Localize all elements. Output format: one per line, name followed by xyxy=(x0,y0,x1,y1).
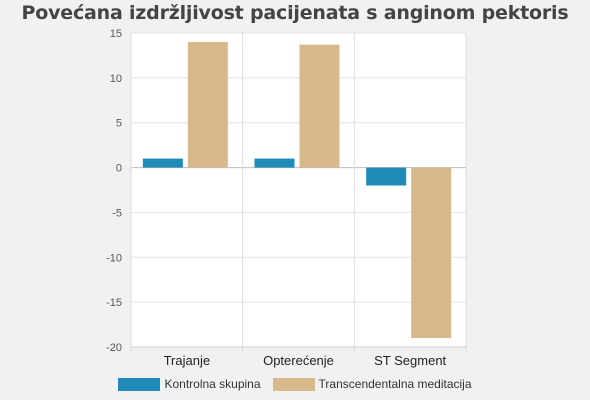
y-tick-label: -20 xyxy=(106,342,122,354)
bar-meditation[interactable] xyxy=(299,44,340,168)
y-tick-label: 10 xyxy=(110,73,122,85)
y-tick-label: 0 xyxy=(116,163,122,175)
y-tick-label: 15 xyxy=(110,28,122,40)
legend: Kontrolna skupina Transcendentalna medit… xyxy=(0,377,590,391)
legend-label-control: Kontrolna skupina xyxy=(164,377,261,391)
bars xyxy=(142,41,452,339)
x-category-label: Trajanje xyxy=(164,353,210,368)
chart-title: Povećana izdržljivost pacijenata s angin… xyxy=(21,2,569,24)
x-axis-categories: Trajanje Opterećenje ST Segment xyxy=(164,353,447,368)
y-tick-label: -10 xyxy=(106,252,122,264)
bar-meditation[interactable] xyxy=(187,41,228,168)
y-tick-label: -15 xyxy=(106,297,122,309)
bar-meditation[interactable] xyxy=(411,167,452,339)
y-tick-label: -5 xyxy=(112,207,122,219)
legend-swatch-control xyxy=(118,377,161,391)
grid-lines xyxy=(130,32,467,353)
y-tick-label: 5 xyxy=(116,118,122,130)
bar-control[interactable] xyxy=(254,158,295,168)
legend-item-control[interactable]: Kontrolna skupina xyxy=(118,377,261,391)
bar-control[interactable] xyxy=(142,158,183,168)
x-category-label: ST Segment xyxy=(374,353,446,368)
x-category-label: Opterećenje xyxy=(263,353,334,368)
plot-area xyxy=(131,33,466,347)
legend-label-meditation: Transcendentalna meditacija xyxy=(318,377,472,391)
legend-item-meditation[interactable]: Transcendentalna meditacija xyxy=(272,377,472,391)
bar-control[interactable] xyxy=(366,167,407,186)
legend-swatch-meditation xyxy=(272,377,315,391)
y-axis-ticks: -20 -15 -10 -5 0 5 10 15 xyxy=(106,28,122,354)
